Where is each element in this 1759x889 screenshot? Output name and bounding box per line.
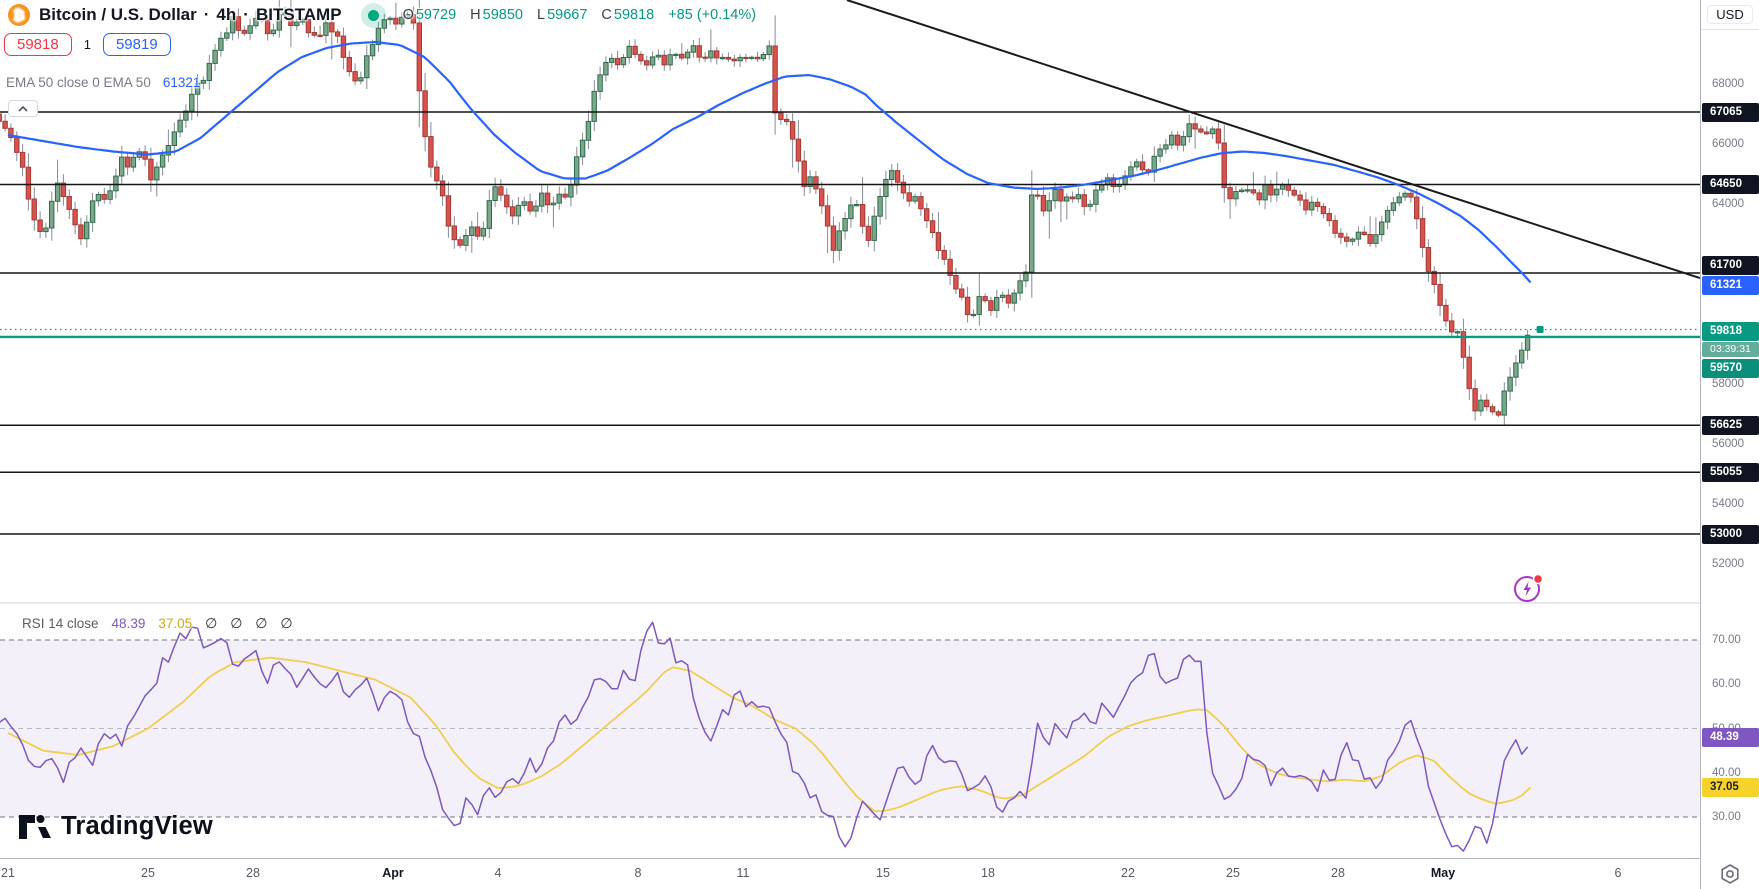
high-label: H: [470, 7, 481, 23]
title-separator: ·: [203, 5, 210, 24]
axis-settings-gear-icon[interactable]: [1716, 862, 1744, 886]
flash-alert-icon[interactable]: [1511, 571, 1545, 605]
price-badge-level: 56625: [1702, 416, 1759, 435]
low-value: 59667: [547, 7, 588, 23]
lightning-icon: [1514, 573, 1544, 602]
currency-toggle[interactable]: USD: [1707, 5, 1753, 24]
spread-value: 1: [83, 37, 91, 52]
currency-cell: USD: [1701, 0, 1759, 30]
rsi-tick: 40.00: [1712, 767, 1741, 779]
bitcoin-logo-icon: ₿: [8, 4, 30, 26]
price-tick: 54000: [1712, 498, 1744, 510]
descending-trendline[interactable]: [846, 0, 1701, 280]
open-value: 59729: [415, 7, 457, 23]
price-tick: 56000: [1712, 438, 1744, 450]
price-tick: 64000: [1712, 198, 1744, 210]
price-badge-level: 67065: [1702, 103, 1759, 122]
candles-layer: [0, 0, 1531, 426]
price-badge-ema: 61321: [1702, 276, 1759, 295]
time-label: 4: [494, 866, 502, 880]
chevron-up-icon: [18, 105, 28, 112]
interval-label[interactable]: 4h: [216, 5, 237, 24]
horizontal-level-lines[interactable]: [0, 111, 1700, 535]
exchange-label[interactable]: BITSTAMP: [255, 5, 342, 24]
time-label: 28: [1331, 866, 1345, 880]
time-label: 28: [246, 866, 260, 880]
time-label: 15: [876, 866, 890, 880]
open-label: O: [402, 7, 414, 23]
price-badge-level: 55055: [1702, 463, 1759, 482]
time-label: Apr: [382, 866, 404, 880]
bid-button[interactable]: 59818: [4, 33, 72, 56]
market-status-dot-icon[interactable]: [367, 9, 379, 21]
tradingview-logo[interactable]: TradingView: [18, 812, 213, 841]
ohlc-values: O 59729 H 59850 L 59667 C 59818 +85 (+0.14%): [403, 7, 757, 23]
price-badge-level: 61700: [1702, 256, 1759, 275]
title-separator: ·: [243, 5, 249, 24]
symbol-title[interactable]: Bitcoin / U.S. Dollar: [39, 5, 197, 24]
time-label: 18: [981, 866, 995, 880]
quote-panel: 59818 1 59819: [4, 33, 171, 56]
time-label: 8: [634, 866, 642, 880]
price-badge-support: 59570: [1702, 359, 1759, 378]
rsi-badge: 48.39: [1702, 728, 1759, 747]
price-badge-level: 53000: [1702, 525, 1759, 544]
time-label: 21: [1, 866, 15, 880]
rsi-legend[interactable]: RSI 14 close 48.39 37.05 ∅ ∅ ∅ ∅: [22, 615, 293, 632]
price-badge-current: 59818: [1702, 322, 1759, 341]
price-badge-level: 64650: [1702, 175, 1759, 194]
rsi-ma-value: 37.05: [158, 616, 193, 631]
rsi-tick: 60.00: [1712, 678, 1741, 690]
price-tick: 52000: [1712, 558, 1744, 570]
ema50-line[interactable]: [7, 40, 1532, 284]
time-label: 11: [736, 866, 750, 880]
time-label: 6: [1614, 866, 1622, 880]
high-value: 59850: [482, 7, 523, 23]
tradingview-logo-icon: [19, 814, 51, 839]
rsi-line[interactable]: [0, 621, 1529, 852]
last-price-marker[interactable]: [1536, 326, 1544, 333]
ema-legend[interactable]: EMA 50 close 0 EMA 50 61321: [6, 75, 200, 90]
rsi-empty-params: ∅ ∅ ∅ ∅: [205, 615, 293, 631]
time-axis[interactable]: 21 25 28 Apr 4 8 11 15 18 22 25 28 May 6: [0, 858, 1700, 889]
close-label: C: [601, 7, 612, 23]
price-badge-countdown: 03:39:31: [1702, 342, 1759, 357]
ema-legend-label: EMA 50 close 0 EMA 50: [6, 75, 151, 90]
collapse-legend-button[interactable]: [8, 100, 38, 117]
time-label: 25: [1226, 866, 1240, 880]
close-value: 59818: [613, 7, 655, 23]
rsi-badge: 37.05: [1702, 778, 1759, 797]
rsi-legend-label: RSI 14 close: [22, 616, 99, 631]
time-label: 25: [141, 866, 155, 880]
ema-legend-value: 61321: [162, 75, 201, 90]
rsi-value: 48.39: [111, 616, 146, 631]
ask-button[interactable]: 59819: [102, 33, 171, 56]
rsi-tick: 30.00: [1712, 811, 1741, 823]
price-tick: 68000: [1712, 78, 1744, 90]
symbol-legend: ₿ Bitcoin / U.S. Dollar · 4h · BITSTAMP …: [8, 3, 756, 27]
price-tick: 66000: [1712, 138, 1744, 150]
price-axis[interactable]: USD 68000 66000 64000 58000 56000 54000 52000 7…: [1700, 0, 1759, 889]
time-label: May: [1430, 866, 1456, 880]
rsi-band: [0, 639, 1700, 818]
price-tick: 58000: [1712, 378, 1744, 390]
rsi-tick: 70.00: [1712, 634, 1741, 646]
change-value: +85 (+0.14%): [668, 7, 757, 23]
time-label: 22: [1121, 866, 1135, 880]
tradingview-brand-text: TradingView: [61, 812, 213, 840]
low-label: L: [536, 7, 546, 23]
